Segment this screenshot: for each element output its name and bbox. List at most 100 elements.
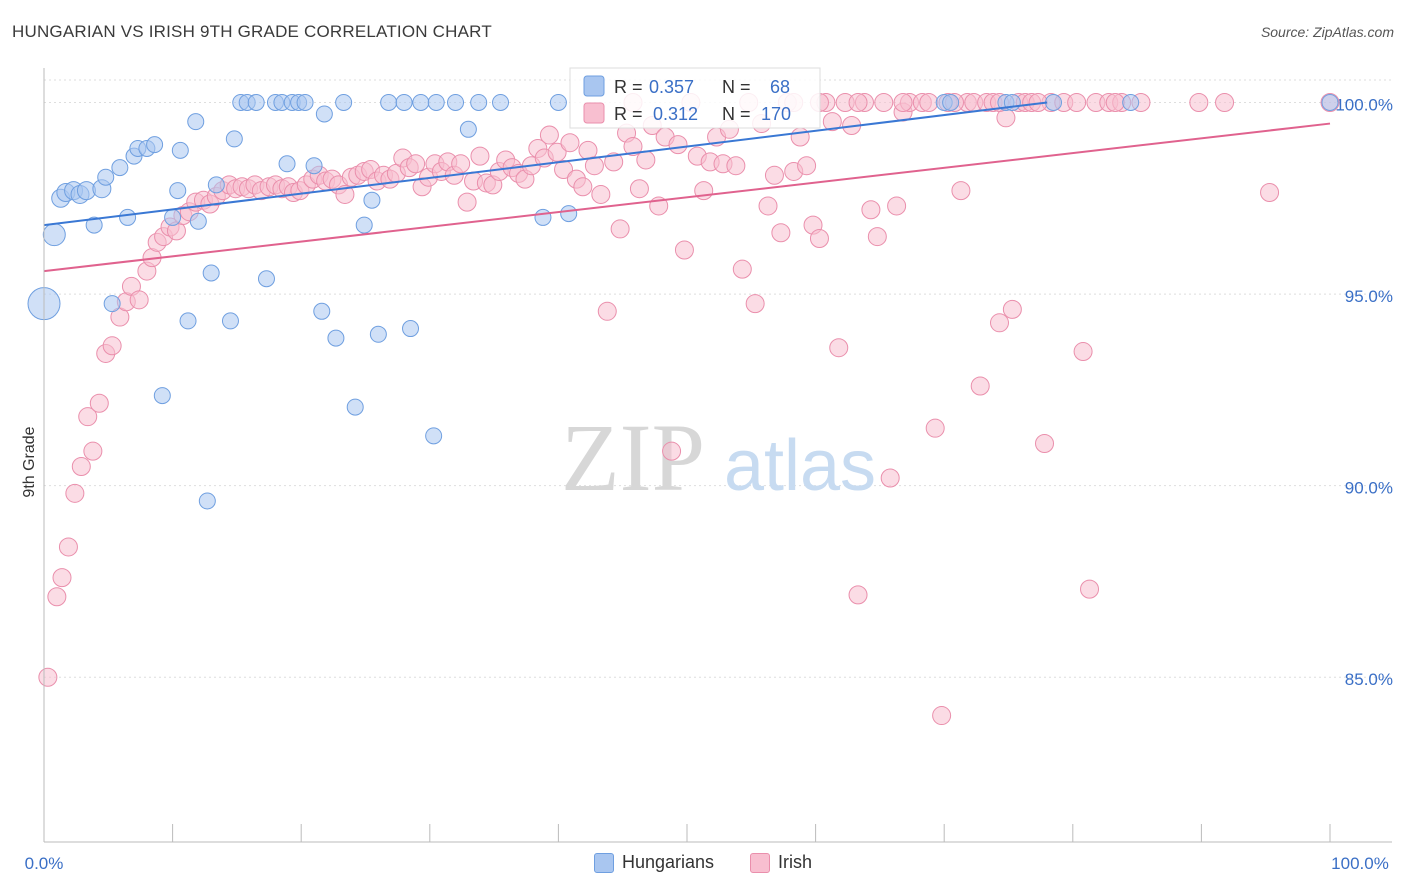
hungarians-point — [534, 208, 552, 226]
irish-point — [89, 393, 109, 413]
hungarians-trend-line — [43, 101, 1048, 227]
hungarians-point — [221, 312, 239, 330]
irish-point — [893, 92, 913, 112]
hungarians-point — [427, 93, 445, 111]
irish-point — [83, 441, 103, 461]
irish-point — [822, 112, 842, 132]
legend-label-hungarians: Hungarians — [621, 852, 715, 872]
irish-point — [989, 313, 1009, 333]
irish-point — [38, 667, 58, 687]
hungarians-point — [169, 182, 187, 200]
irish-point — [951, 181, 971, 201]
irish-point — [610, 219, 630, 239]
x-tick-label-max: 100.0% — [1331, 854, 1389, 873]
hungarians-point — [402, 320, 420, 338]
hungarians-point — [198, 492, 216, 510]
irish-point — [919, 92, 939, 112]
irish-point — [629, 179, 649, 199]
irish-point — [848, 92, 868, 112]
hungarians-point — [380, 93, 398, 111]
legend-swatch-hungarians-bottom — [593, 852, 614, 873]
legend-r-label-1: R = — [614, 104, 643, 124]
hungarians-point — [296, 93, 314, 111]
legend-swatch-irish — [583, 102, 605, 124]
legend-label-irish: Irish — [778, 852, 813, 872]
irish-point — [758, 196, 778, 216]
irish-point — [1189, 92, 1209, 112]
hungarians-point — [459, 120, 477, 138]
hungarians-point — [363, 191, 381, 209]
hungarians-point — [187, 113, 205, 131]
watermark: ZIP atlas — [561, 404, 876, 511]
hungarians-point — [119, 208, 137, 226]
irish-point — [809, 229, 829, 249]
irish-point — [52, 568, 72, 588]
irish-point — [47, 587, 67, 607]
watermark-atlas: atlas — [724, 426, 876, 506]
hungarians-point — [1045, 93, 1063, 111]
hungarians-point — [164, 208, 182, 226]
irish-point — [71, 456, 91, 476]
hungarians-point — [335, 93, 353, 111]
chart-source: Source: ZipAtlas.com — [1260, 24, 1394, 40]
hungarians-point — [447, 93, 465, 111]
hungarians-point — [369, 325, 387, 343]
irish-point — [78, 407, 98, 427]
irish-point — [726, 156, 746, 176]
y-tick-label: 85.0% — [1345, 670, 1393, 689]
series-legend: Hungarians Irish — [0, 852, 1406, 873]
irish-point — [591, 184, 611, 204]
irish-point — [584, 156, 604, 176]
irish-point — [470, 146, 490, 166]
y-axis-label: 9th Grade — [21, 426, 38, 497]
hungarians-point — [492, 93, 510, 111]
irish-point — [732, 259, 752, 279]
hungarians-point — [153, 387, 171, 405]
irish-point — [1073, 342, 1093, 362]
hungarians-point — [1122, 93, 1140, 111]
hungarians-point — [395, 93, 413, 111]
hungarians-point — [207, 176, 225, 194]
legend-swatch-hungarians — [583, 75, 605, 97]
hungarians-point — [315, 105, 333, 123]
irish-point — [636, 150, 656, 170]
irish-point — [745, 294, 765, 314]
hungarians-point — [97, 168, 115, 186]
irish-point — [406, 154, 426, 174]
hungarians-point — [171, 141, 189, 159]
irish-point — [925, 418, 945, 438]
legend-item-hungarians: Hungarians — [593, 852, 715, 873]
legend-swatch-irish-bottom — [750, 852, 771, 873]
x-tick-label-min: 0.0% — [25, 854, 64, 873]
hungarians-point — [327, 329, 345, 347]
irish-point — [797, 156, 817, 176]
irish-point — [451, 154, 471, 174]
irish-point — [970, 376, 990, 396]
irish-point — [65, 483, 85, 503]
irish-point — [1105, 92, 1125, 112]
irish-point — [887, 196, 907, 216]
irish-point — [874, 92, 894, 112]
irish-point — [1260, 183, 1280, 203]
irish-point — [1067, 92, 1087, 112]
irish-point — [102, 336, 122, 356]
trend-lines — [43, 101, 1331, 273]
irish-point — [547, 142, 567, 162]
hungarians-point — [313, 302, 331, 320]
irish-point — [623, 137, 643, 157]
irish-point — [597, 301, 617, 321]
hungarians-point — [1321, 93, 1339, 111]
irish-point — [764, 165, 784, 185]
irish-point — [1215, 92, 1235, 112]
hungarians-point — [278, 155, 296, 173]
irish-point — [861, 200, 881, 220]
data-points — [27, 92, 1340, 726]
irish-point — [560, 133, 580, 153]
legend-n-label-0: N = — [722, 77, 751, 97]
irish-point — [129, 290, 149, 310]
hungarians-point — [355, 216, 373, 234]
irish-point — [771, 223, 791, 243]
hungarians-point — [412, 93, 430, 111]
irish-point — [880, 468, 900, 488]
hungarians-point — [225, 130, 243, 148]
